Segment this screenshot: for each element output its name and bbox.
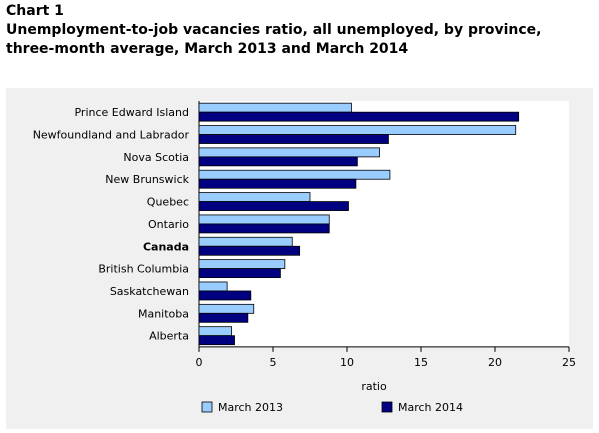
bar-series-2 — [198, 312, 249, 323]
bar-series-1 — [198, 259, 286, 270]
legend-swatch — [381, 401, 393, 413]
x-tick-label: 25 — [562, 356, 576, 369]
x-axis-label: ratio — [361, 380, 387, 393]
bar-series-2 — [198, 223, 330, 234]
bar-chart: 0 5 10 15 20 25 ratio Prince Edward Island Newfo… — [33, 101, 576, 414]
bar-series-2 — [198, 134, 389, 144]
title-block: Chart 1 Unemployment-to-job vacancies ra… — [6, 2, 596, 59]
bar-series-2 — [198, 201, 349, 211]
bar-series-1 — [198, 125, 517, 135]
category-label: Newfoundland and Labrador — [33, 129, 190, 142]
category-label: New Brunswick — [105, 173, 189, 186]
category-label: Alberta — [149, 330, 189, 343]
bar-series-1 — [198, 214, 330, 225]
bar-series-2 — [198, 245, 301, 256]
bar-series-2 — [198, 290, 252, 301]
bar-series-1 — [198, 169, 391, 180]
category-label: Quebec — [147, 196, 189, 209]
legend-label: March 2014 — [398, 401, 463, 414]
x-tick-label: 15 — [414, 356, 428, 369]
bar-series-1 — [198, 303, 255, 314]
bar-series-1 — [198, 326, 232, 337]
bar-series-1 — [198, 102, 352, 113]
chart-label: Chart 1 — [6, 3, 64, 19]
category-label: Nova Scotia — [123, 151, 189, 164]
x-tick-label: 5 — [270, 356, 277, 369]
bar-series-2 — [198, 178, 357, 189]
category-label: Canada — [143, 240, 189, 253]
legend-label: March 2013 — [218, 401, 283, 414]
bar-series-2 — [198, 268, 281, 279]
bar-series-1 — [198, 147, 380, 158]
bar-series-2 — [198, 111, 520, 122]
bar-series-1 — [198, 192, 311, 202]
x-tick-label: 10 — [340, 356, 354, 369]
category-label: Saskatchewan — [110, 285, 189, 298]
category-label: Ontario — [148, 218, 189, 231]
category-label: Manitoba — [138, 307, 189, 320]
category-label: British Columbia — [98, 263, 189, 276]
legend-swatch — [201, 401, 213, 413]
x-tick-label: 0 — [196, 356, 203, 369]
x-tick-label: 20 — [488, 356, 502, 369]
chart-panel: 0 5 10 15 20 25 ratio Prince Edward Island Newfo… — [6, 88, 593, 429]
bar-series-1 — [198, 236, 293, 247]
bar-series-2 — [198, 156, 358, 167]
bar-series-1 — [198, 281, 228, 292]
chart-title: Unemployment-to-job vacancies ratio, all… — [6, 22, 542, 57]
category-label: Prince Edward Island — [74, 106, 189, 119]
bar-series-2 — [198, 335, 235, 346]
